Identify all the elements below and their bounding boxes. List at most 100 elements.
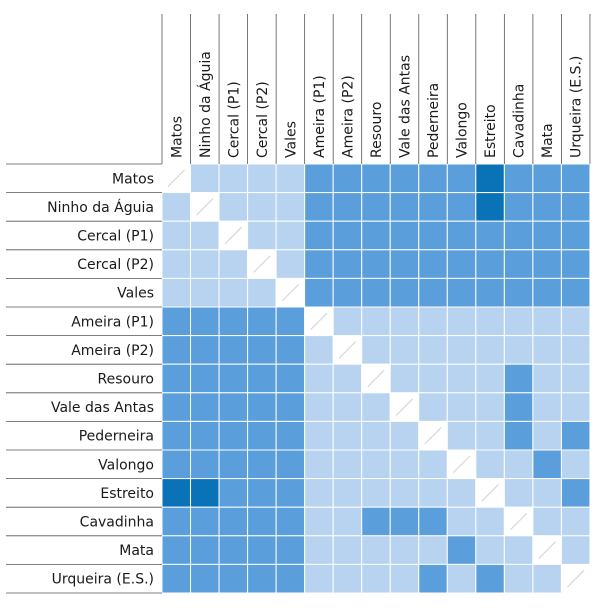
column-label-7: Resouro (369, 102, 385, 158)
matrix-cell-1-0 (161, 192, 192, 222)
matrix-cell-14-12 (503, 563, 534, 594)
matrix-cell-9-3 (247, 420, 277, 451)
matrix-cell-2-13 (532, 220, 562, 251)
matrix-cell-13-2 (218, 535, 249, 565)
diagonal-mark-9 (424, 426, 442, 445)
matrix-cell-3-5 (304, 249, 334, 279)
diagonal-mark-7 (367, 369, 385, 388)
matrix-cell-9-11 (475, 420, 505, 451)
row-label-5: Ameira (P1) (71, 314, 154, 330)
matrix-cell-14-11 (475, 563, 505, 594)
matrix-cell-12-8 (389, 506, 420, 537)
row-label-6: Ameira (P2) (71, 343, 154, 359)
row-label-2: Cercal (P1) (77, 229, 154, 245)
row-label-9: Pederneira (79, 429, 154, 445)
matrix-cell-11-4 (275, 478, 306, 508)
column-label-5: Ameira (P1) (312, 75, 328, 158)
matrix-cell-11-13 (532, 478, 562, 508)
matrix-cell-1-12 (503, 192, 534, 222)
matrix-cell-14-13 (532, 563, 562, 594)
row-label-12: Cavadinha (80, 515, 154, 531)
matrix-cell-8-9 (418, 392, 448, 422)
matrix-cell-8-7 (361, 392, 391, 422)
matrix-cell-12-9 (418, 506, 448, 537)
matrix-cell-6-9 (418, 335, 448, 365)
matrix-cell-14-3 (247, 563, 277, 594)
matrix-cell-12-4 (275, 506, 306, 537)
matrix-cell-6-0 (161, 335, 192, 365)
column-label-10: Valongo (455, 102, 471, 158)
diagonal-mark-13 (538, 541, 556, 559)
matrix-cell-5-1 (190, 306, 220, 337)
matrix-cell-13-9 (418, 535, 448, 565)
matrix-cell-14-5 (304, 563, 334, 594)
matrix-cell-10-6 (332, 449, 363, 480)
matrix-cell-1-14 (560, 192, 591, 222)
column-label-2: Cercal (P1) (226, 81, 242, 158)
matrix-cell-8-10 (446, 392, 477, 422)
column-label-3: Cercal (P2) (255, 81, 271, 158)
matrix-cell-11-9 (418, 478, 448, 508)
matrix-cell-14-2 (218, 563, 249, 594)
matrix-cell-11-5 (304, 478, 334, 508)
matrix-cell-10-9 (418, 449, 448, 480)
matrix-cell-2-11 (475, 220, 505, 251)
matrix-cell-4-1 (190, 277, 220, 308)
matrix-cell-9-5 (304, 420, 334, 451)
matrix-cell-11-0 (161, 478, 192, 508)
matrix-cell-12-13 (532, 506, 562, 537)
matrix-cell-3-13 (532, 249, 562, 279)
matrix-cell-8-6 (332, 392, 363, 422)
matrix-cell-10-0 (161, 449, 192, 480)
matrix-cell-3-0 (161, 249, 192, 279)
matrix-cell-8-0 (161, 392, 192, 422)
matrix-cell-3-6 (332, 249, 363, 279)
matrix-cell-11-10 (446, 478, 477, 508)
matrix-cell-5-14 (560, 306, 591, 337)
matrix-cell-10-4 (275, 449, 306, 480)
matrix-cell-13-4 (275, 535, 306, 565)
matrix-cell-2-1 (190, 220, 220, 251)
column-label-11: Estreito (483, 104, 499, 158)
matrix-cell-8-11 (475, 392, 505, 422)
matrix-cell-11-12 (503, 478, 534, 508)
matrix-cell-4-2 (218, 277, 249, 308)
row-label-11: Estreito (100, 486, 154, 502)
matrix-cell-12-0 (161, 506, 192, 537)
column-label-8: Vale das Antas (398, 55, 414, 158)
matrix-cell-5-0 (161, 306, 192, 337)
matrix-cell-3-1 (190, 249, 220, 279)
diagonal-mark-10 (452, 455, 471, 474)
matrix-cell-7-5 (304, 363, 334, 394)
matrix-cell-0-13 (532, 163, 562, 194)
matrix-cell-6-13 (532, 335, 562, 365)
matrix-cell-0-3 (247, 163, 277, 194)
matrix-cell-10-3 (247, 449, 277, 480)
matrix-cell-12-10 (446, 506, 477, 537)
matrix-cell-14-0 (161, 563, 192, 594)
matrix-cell-2-0 (161, 220, 192, 251)
matrix-cell-9-6 (332, 420, 363, 451)
matrix-cell-6-14 (560, 335, 591, 365)
diagonal-mark-14 (566, 569, 585, 588)
matrix-cell-13-3 (247, 535, 277, 565)
matrix-cell-10-8 (389, 449, 420, 480)
row-label-4: Vales (117, 286, 154, 302)
matrix-cell-12-2 (218, 506, 249, 537)
row-label-10: Valongo (98, 457, 154, 473)
matrix-cell-7-14 (560, 363, 591, 394)
matrix-cell-7-4 (275, 363, 306, 394)
matrix-cell-0-9 (418, 163, 448, 194)
matrix-cell-4-13 (532, 277, 562, 308)
diagonal-mark-5 (310, 312, 328, 331)
matrix-cell-6-12 (503, 335, 534, 365)
matrix-cell-11-6 (332, 478, 363, 508)
matrix-cell-0-14 (560, 163, 591, 194)
matrix-cell-7-8 (389, 363, 420, 394)
matrix-cell-7-3 (247, 363, 277, 394)
row-label-0: Matos (112, 171, 154, 187)
matrix-cell-6-11 (475, 335, 505, 365)
matrix-cell-9-2 (218, 420, 249, 451)
matrix-cell-3-10 (446, 249, 477, 279)
